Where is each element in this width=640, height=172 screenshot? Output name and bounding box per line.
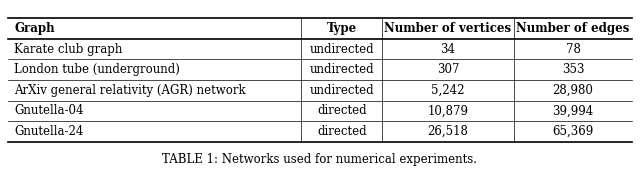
Text: directed: directed — [317, 125, 367, 138]
Text: Graph: Graph — [14, 22, 54, 35]
Text: 65,369: 65,369 — [552, 125, 594, 138]
Text: London tube (underground): London tube (underground) — [14, 63, 180, 76]
Text: 34: 34 — [440, 42, 456, 56]
Text: TABLE 1: Networks used for numerical experiments.: TABLE 1: Networks used for numerical exp… — [163, 153, 477, 166]
Text: 78: 78 — [566, 42, 580, 56]
Text: 26,518: 26,518 — [428, 125, 468, 138]
Text: 10,879: 10,879 — [428, 104, 468, 117]
Text: ArXiv general relativity (AGR) network: ArXiv general relativity (AGR) network — [14, 84, 246, 97]
Text: Karate club graph: Karate club graph — [14, 42, 122, 56]
Text: Type: Type — [327, 22, 357, 35]
Text: undirected: undirected — [310, 84, 374, 97]
Text: 28,980: 28,980 — [552, 84, 593, 97]
Text: Gnutella-24: Gnutella-24 — [14, 125, 83, 138]
Text: 5,242: 5,242 — [431, 84, 465, 97]
Text: undirected: undirected — [310, 63, 374, 76]
Text: Number of vertices: Number of vertices — [385, 22, 511, 35]
Text: Number of edges: Number of edges — [516, 22, 630, 35]
Text: 353: 353 — [562, 63, 584, 76]
Text: 39,994: 39,994 — [552, 104, 594, 117]
Text: Gnutella-04: Gnutella-04 — [14, 104, 84, 117]
Text: undirected: undirected — [310, 42, 374, 56]
Text: directed: directed — [317, 104, 367, 117]
Text: 307: 307 — [437, 63, 460, 76]
